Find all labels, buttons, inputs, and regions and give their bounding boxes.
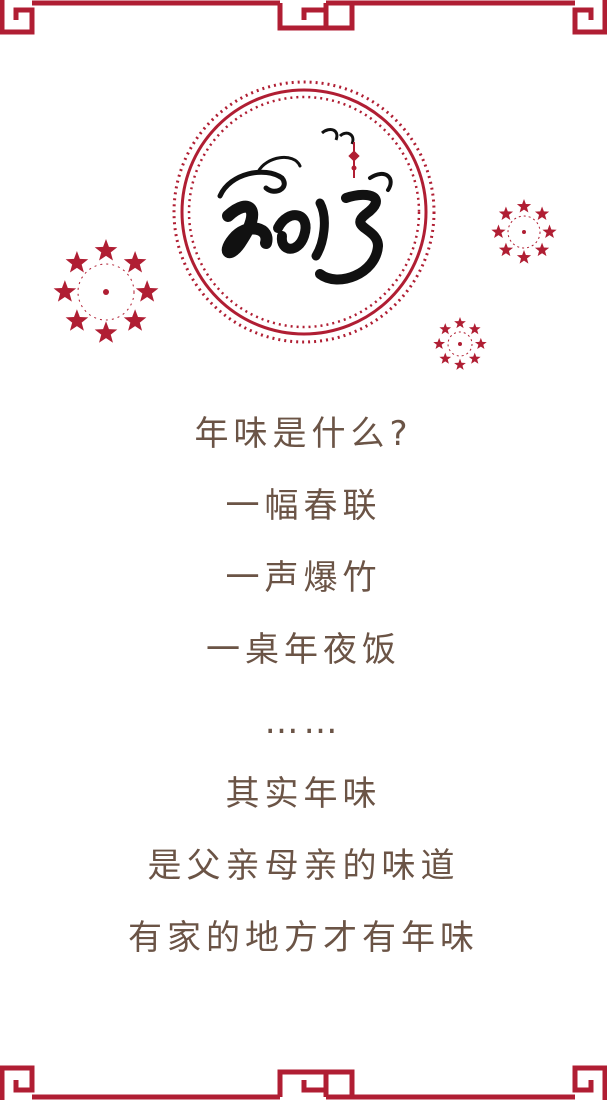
star-icon [498,206,514,221]
star-icon [474,337,487,349]
red-knot-ornament [321,128,360,178]
poem-line-actually: 其实年味 [225,774,382,814]
poem-line-ellipsis: …… [264,702,343,742]
star-icon [468,352,481,364]
top-border-decoration [0,0,607,35]
star-icon [454,358,466,370]
star-icon [433,337,446,349]
poem-line-parents: 是父亲母亲的味道 [147,846,460,886]
star-icon [516,250,532,264]
poem-line-firecracker: 一声爆竹 [225,558,382,598]
star-icon [468,323,481,335]
star-icon [498,242,514,257]
star-icon [439,352,452,364]
star-icon [516,199,532,213]
star-icon [534,242,550,257]
bottom-border-decoration [0,1065,607,1100]
poem-line-dinner: 一桌年夜饭 [206,630,401,670]
poem-line-couplet: 一幅春联 [225,486,382,526]
year-emblem [172,80,436,344]
star-icon [94,321,118,343]
star-icon [53,280,77,302]
star-flower-decoration-left [53,239,159,343]
star-icon [534,206,550,221]
star-icon [454,317,466,329]
star-flower-decoration-right [491,199,557,264]
poem-block: 年味是什么? 一幅春联 一声爆竹 一桌年夜饭 …… 其实年味 是父亲母亲的味道 … [0,398,607,974]
star-icon [542,224,557,239]
star-icon [135,280,159,302]
poem-line-question: 年味是什么? [194,414,413,454]
star-icon [491,224,506,239]
star-icon [123,251,147,273]
star-icon [439,323,452,335]
poem-line-home: 有家的地方才有年味 [128,918,479,958]
star-icon [123,309,147,331]
star-icon [65,309,89,331]
calligraphy-2015-artwork [217,156,393,285]
star-flower-decoration-small [433,317,487,370]
star-icon [94,239,118,261]
star-icon [65,251,89,273]
